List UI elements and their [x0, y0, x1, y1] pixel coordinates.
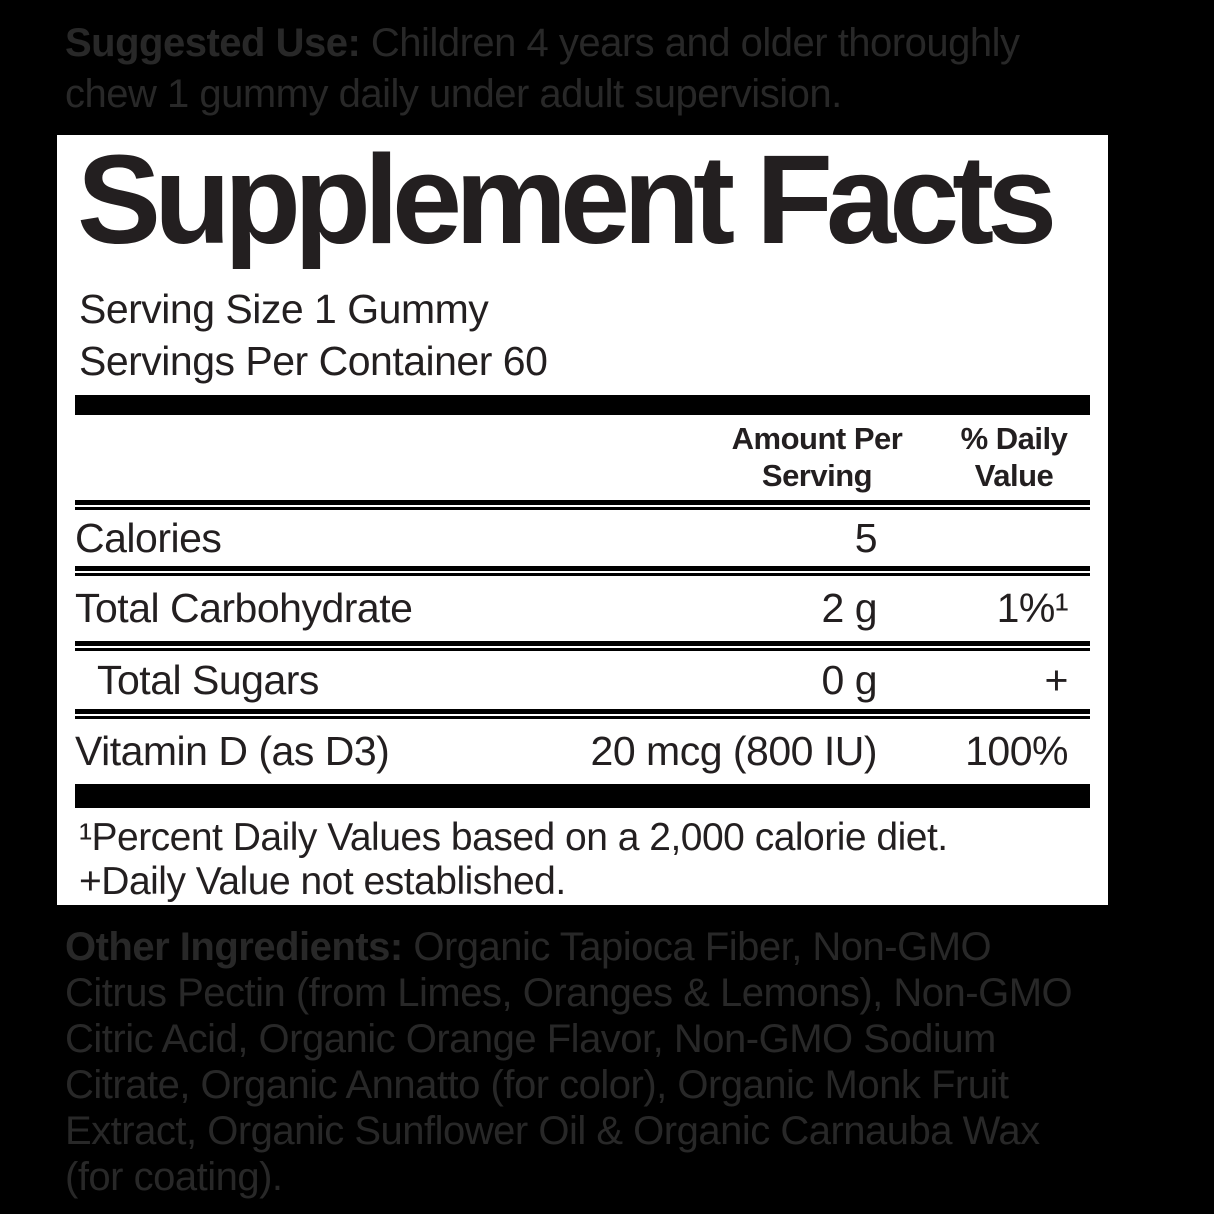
- suggested-use-text: Suggested Use: Children 4 years and olde…: [65, 18, 1185, 120]
- other-ingredients-label: Other Ingredients:: [65, 925, 403, 969]
- other-ingredients-line4: Citrate, Organic Annatto (for color), Or…: [65, 1063, 1009, 1107]
- row-divider: [75, 566, 1090, 576]
- panel-title: Supplement Facts: [77, 129, 1057, 270]
- table-row-total-sugars: Total Sugars 0 g +: [75, 651, 1090, 709]
- row-name: Calories: [75, 514, 222, 561]
- table-row-total-carbohydrate: Total Carbohydrate 2 g 1%¹: [75, 576, 1090, 641]
- top-divider-bar: [75, 395, 1090, 415]
- supplement-facts-panel: Supplement Facts Serving Size 1 Gummy Se…: [52, 130, 1113, 910]
- serving-info: Serving Size 1 Gummy Servings Per Contai…: [79, 283, 1090, 387]
- column-header-amount-per-serving: Amount Per Serving: [731, 421, 903, 493]
- row-name: Total Sugars: [97, 656, 319, 703]
- table-row-vitamin-d: Vitamin D (as D3) 20 mcg (800 IU) 100%: [75, 719, 1090, 784]
- other-ingredients-line3: Citric Acid, Organic Orange Flavor, Non-…: [65, 1017, 996, 1061]
- suggested-use-label: Suggested Use:: [65, 21, 361, 65]
- row-daily-value: 100%: [965, 728, 1068, 774]
- table-row-calories: Calories 5: [75, 510, 1090, 566]
- row-amount: 0 g: [821, 656, 878, 703]
- bottom-divider-bar: [75, 784, 1090, 808]
- serving-size: Serving Size 1 Gummy: [79, 286, 489, 332]
- suggested-use-line2: chew 1 gummy daily under adult supervisi…: [65, 72, 842, 116]
- table-header-row: Amount Per Serving % Daily Value: [75, 415, 1090, 500]
- row-divider: [75, 641, 1090, 651]
- other-ingredients-text: Other Ingredients: Organic Tapioca Fiber…: [65, 924, 1185, 1200]
- other-ingredients-line2: Citrus Pectin (from Limes, Oranges & Lem…: [65, 971, 1073, 1015]
- row-amount: 20 mcg (800 IU): [590, 728, 878, 774]
- other-ingredients-line1: Other Ingredients: Organic Tapioca Fiber…: [65, 924, 1185, 970]
- footnote-percent-daily-values: ¹Percent Daily Values based on a 2,000 c…: [79, 816, 948, 859]
- row-daily-value: +: [1044, 656, 1069, 703]
- row-name: Total Carbohydrate: [75, 585, 413, 631]
- suggested-use-line1-rest: Children 4 years and older thoroughly: [370, 21, 1020, 65]
- row-divider: [75, 709, 1090, 719]
- row-name: Vitamin D (as D3): [75, 728, 390, 774]
- suggested-use-line1: Suggested Use: Children 4 years and olde…: [65, 18, 1185, 69]
- footnote-daily-value-not-established: +Daily Value not established.: [79, 860, 566, 903]
- row-divider: [75, 500, 1090, 510]
- row-amount: 2 g: [821, 585, 878, 631]
- other-ingredients-line6: (for coating).: [65, 1155, 283, 1199]
- other-ingredients-line5: Extract, Organic Sunflower Oil & Organic…: [65, 1109, 1040, 1153]
- footnote: ¹Percent Daily Values based on a 2,000 c…: [79, 816, 1090, 904]
- other-ingredients-line1-rest: Organic Tapioca Fiber, Non-GMO: [413, 925, 992, 969]
- row-amount: 5: [854, 514, 878, 561]
- servings-per-container: Servings Per Container 60: [79, 338, 548, 384]
- column-header-percent-daily-value: % Daily Value: [960, 421, 1068, 493]
- row-daily-value: 1%¹: [996, 585, 1069, 631]
